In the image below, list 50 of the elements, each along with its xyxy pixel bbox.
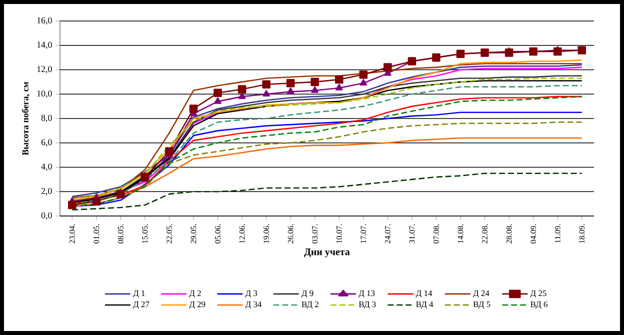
point <box>116 190 125 198</box>
legend-label: Д 27 <box>133 301 150 309</box>
y-tick-label: 10,0 <box>37 90 52 98</box>
point <box>310 78 320 86</box>
y-tick-label: 16,0 <box>37 17 52 25</box>
point <box>92 197 101 206</box>
point <box>286 88 294 94</box>
point <box>553 47 562 56</box>
legend-label: ВД 4 <box>416 301 434 309</box>
point <box>189 104 198 113</box>
y-tick-label: 8,0 <box>41 114 52 122</box>
legend-label: Д 2 <box>189 290 201 298</box>
point <box>262 80 270 89</box>
legend-label: ВД 6 <box>530 301 548 309</box>
point <box>360 79 368 86</box>
legend-label: Д 24 <box>473 290 490 298</box>
legend-label: Д 25 <box>530 290 546 298</box>
legend-label: Д 1 <box>133 290 145 298</box>
point <box>214 97 222 104</box>
y-tick-label: 12,0 <box>37 66 52 74</box>
point <box>68 200 76 210</box>
legend-label: Д 13 <box>358 290 375 298</box>
legend-label: ВД 2 <box>302 301 318 309</box>
legend-label: Д 29 <box>189 301 206 309</box>
legend-label: ВД 5 <box>473 302 490 309</box>
point <box>262 90 270 97</box>
y-tick-label: 2,0 <box>41 188 52 196</box>
point <box>238 92 246 99</box>
y-tick-label: 0,0 <box>41 212 52 220</box>
legend-label: Д 3 <box>245 290 258 298</box>
point <box>311 86 319 93</box>
point <box>286 79 295 88</box>
x-axis-title: Дни учета <box>304 248 350 258</box>
point <box>140 172 150 182</box>
legend-label: Д 9 <box>301 290 314 298</box>
point <box>504 48 514 57</box>
point <box>165 147 174 156</box>
y-tick-label: 14,0 <box>37 42 52 50</box>
y-tick-label: 4,0 <box>41 164 52 171</box>
point <box>335 75 344 84</box>
point <box>384 63 392 72</box>
y-axis-title: Высота побега, см <box>22 82 30 156</box>
legend-label: Д 34 <box>245 301 262 309</box>
point <box>214 88 222 98</box>
point <box>359 70 368 79</box>
point <box>335 84 343 90</box>
legend-label: ВД 3 <box>358 301 376 309</box>
legend-label: Д 14 <box>416 290 432 298</box>
y-tick-label: 6,0 <box>41 139 52 147</box>
point <box>238 85 246 94</box>
